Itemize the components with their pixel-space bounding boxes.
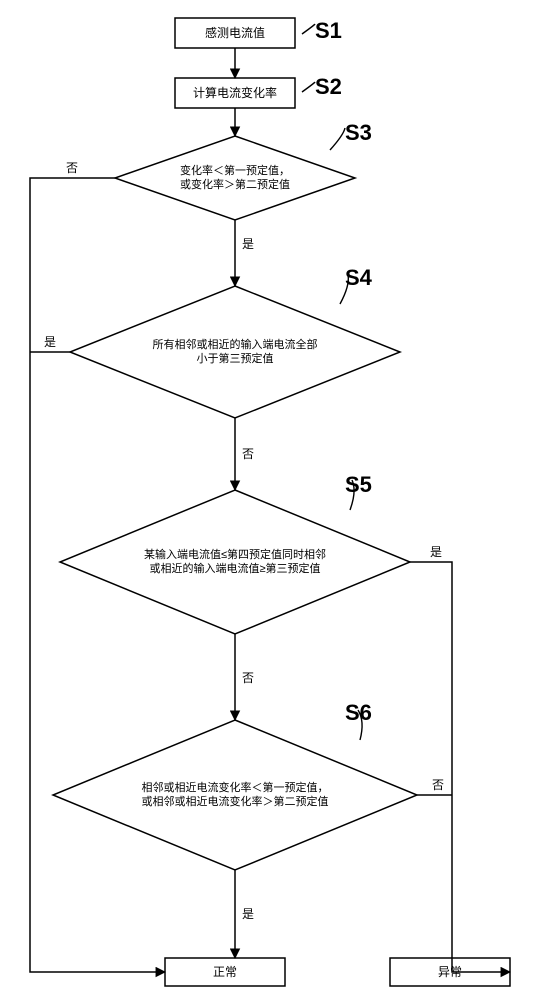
diamond-S6-line-1: 或相邻或相近电流变化率＞第二预定值	[142, 794, 329, 808]
edge-9-label: 否	[432, 778, 444, 792]
diamond-S4-line-0: 所有相邻或相近的输入端电流全部	[153, 337, 318, 351]
edge-7-label: 是	[44, 335, 56, 349]
box-S2-text: 计算电流变化率	[193, 85, 277, 100]
box-normal-text: 正常	[213, 965, 237, 979]
diamond-S4-line-1: 小于第三预定值	[197, 351, 274, 365]
step-label-S6: S6	[345, 700, 372, 725]
diamond-S5-line-1: 或相近的输入端电流值≥第三预定值	[149, 561, 320, 575]
step-label-S5: S5	[345, 472, 372, 497]
box-normal: 正常	[165, 958, 285, 986]
step-label-S1: S1	[315, 18, 342, 43]
box-S1: 感测电流值	[175, 18, 295, 48]
step-label-S4: S4	[345, 265, 373, 290]
box-S1-text: 感测电流值	[205, 25, 265, 40]
diamond-S5-line-0: 某输入端电流值≤第四预定值同时相邻	[144, 547, 326, 561]
edge-3-label: 否	[242, 447, 254, 461]
edge-2-label: 是	[242, 237, 254, 251]
edge-8-label: 是	[430, 545, 442, 559]
edge-4-label: 否	[242, 671, 254, 685]
step-label-S3: S3	[345, 120, 372, 145]
box-S2: 计算电流变化率	[175, 78, 295, 108]
diamond-S3-line-0: 变化率＜第一预定值，	[180, 163, 290, 177]
diamond-S6-line-0: 相邻或相近电流变化率＜第一预定值，	[142, 780, 329, 794]
edge-6-label: 否	[66, 161, 78, 175]
edge-5-label: 是	[242, 907, 254, 921]
step-label-S2: S2	[315, 74, 342, 99]
diamond-S3-line-1: 或变化率＞第二预定值	[180, 177, 290, 191]
